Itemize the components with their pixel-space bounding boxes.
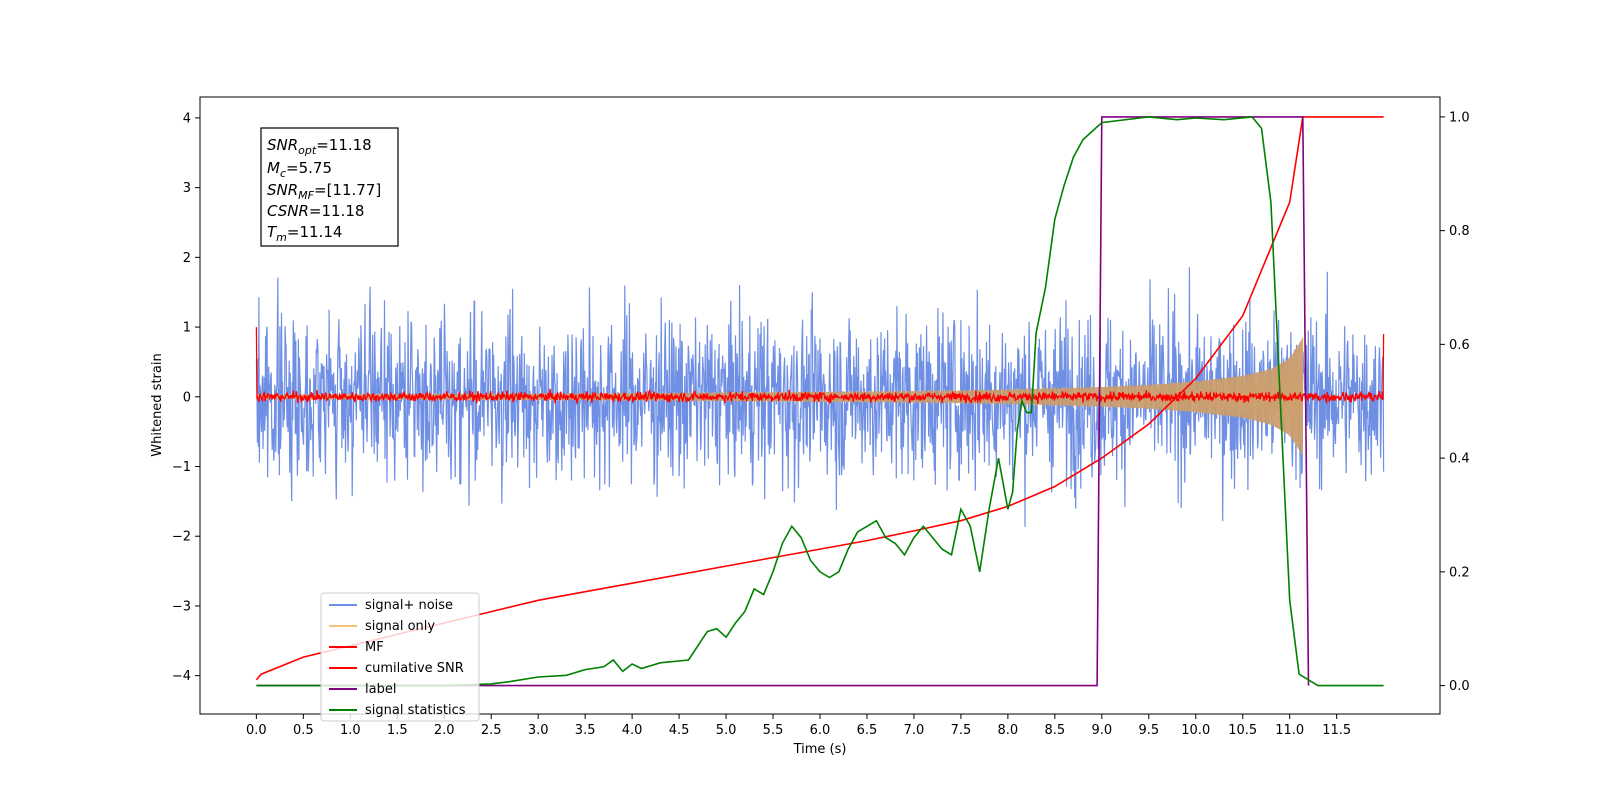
x-tick-label: 0.0 [246, 723, 267, 738]
y-tick-label: 0 [183, 390, 191, 405]
snr-opt-subscript: opt [298, 144, 317, 157]
x-tick-label: 10.0 [1181, 723, 1210, 738]
x-tick-label: 5.0 [716, 723, 737, 738]
x-tick-label: 2.0 [434, 723, 455, 738]
legend-item-label: label [329, 682, 396, 697]
tm-line: Tm=11.14 [267, 223, 342, 244]
x-tick-label: 3.5 [575, 723, 596, 738]
x-tick-label: 9.0 [1091, 723, 1112, 738]
legend-label-signal-noise: signal+ noise [365, 598, 453, 613]
legend-item-signal-statistics: signal statistics [329, 703, 466, 718]
y-tick-label: 2 [183, 251, 191, 266]
legend-item-signal-noise: signal+ noise [329, 598, 453, 613]
csnr-line: CSNR=11.18 [267, 202, 364, 220]
x-tick-label: 7.5 [951, 723, 972, 738]
x-tick-label: 3.0 [528, 723, 549, 738]
legend-label-signal-only: signal only [365, 619, 435, 634]
legend-item-cumulative-snr: cumilative SNR [329, 661, 464, 676]
x-tick-label: 0.5 [293, 723, 314, 738]
mc-value: =5.75 [286, 159, 332, 177]
y-tick-label: −2 [172, 530, 191, 545]
y2-tick-label: 0.6 [1449, 338, 1470, 353]
y2-tick-label: 0.0 [1449, 679, 1470, 694]
x-tick-label: 10.5 [1228, 723, 1257, 738]
y-tick-label: 1 [183, 321, 191, 336]
y-tick-label: 3 [183, 181, 191, 196]
snr-opt-line: SNRopt=11.18 [267, 136, 372, 157]
x-tick-label: 11.5 [1322, 723, 1351, 738]
plot-data-layer [255, 116, 1385, 687]
x-tick-label: 6.0 [810, 723, 831, 738]
y-tick-label: −4 [172, 669, 191, 684]
csnr-symbol: CSNR [267, 202, 309, 220]
mc-symbol: M [267, 159, 280, 177]
x-tick-label: 5.5 [763, 723, 784, 738]
snr-mf-symbol: SNR [267, 181, 298, 199]
tm-subscript: m [276, 231, 287, 244]
legend-label-mf: MF [365, 640, 384, 655]
x-tick-label: 4.5 [669, 723, 690, 738]
y2-tick-label: 0.8 [1449, 224, 1470, 239]
y2-tick-label: 1.0 [1449, 110, 1470, 125]
series-label [256, 116, 1310, 687]
y-axis-label: Whitened strain [150, 353, 165, 456]
x-tick-label: 1.0 [340, 723, 361, 738]
legend-label-cumulative-snr: cumilative SNR [365, 661, 464, 676]
snr-opt-symbol: SNR [267, 136, 298, 154]
mc-subscript: c [280, 167, 286, 180]
legend: signal+ noise signal only MF cumilative … [320, 592, 480, 722]
legend-label-signal-statistics: signal statistics [365, 703, 466, 718]
snr-mf-value: =[11.77] [314, 181, 381, 199]
series-signal-statistics [256, 116, 1384, 687]
x-tick-label: 2.5 [481, 723, 502, 738]
x-tick-label: 1.5 [387, 723, 408, 738]
stats-box-frame [260, 127, 399, 247]
x-tick-label: 6.5 [857, 723, 878, 738]
mc-line: Mc=5.75 [267, 159, 332, 180]
series-mf [255, 327, 1385, 405]
axes-layer: 0.0 0.5 1.0 1.5 2.0 2.5 3.0 3.5 4.0 4.5 5.0 5.5 6.0 6… [172, 110, 1470, 738]
snr-opt-value: =11.18 [316, 136, 372, 154]
y-tick-label: −3 [172, 599, 191, 614]
x-axis-label: Time (s) [793, 742, 847, 757]
x-tick-label: 9.5 [1138, 723, 1159, 738]
x-tick-label: 11.0 [1275, 723, 1304, 738]
x-tick-label: 7.0 [904, 723, 925, 738]
y2-tick-label: 0.4 [1449, 452, 1470, 467]
csnr-value: =11.18 [309, 202, 365, 220]
y-tick-label: 4 [183, 111, 191, 126]
x-tick-label: 8.0 [998, 723, 1019, 738]
y-tick-label: −1 [172, 460, 191, 475]
y2-tick-label: 0.2 [1449, 565, 1470, 580]
legend-item-signal-only: signal only [329, 619, 435, 634]
x-tick-label: 4.0 [622, 723, 643, 738]
snr-mf-subscript: MF [298, 189, 314, 202]
x-tick-label: 8.5 [1045, 723, 1066, 738]
legend-frame [320, 592, 480, 722]
legend-item-mf: MF [329, 640, 384, 655]
stats-annotation-box: SNRopt=11.18 Mc=5.75 SNRMF=[11.77] CSNR=… [260, 127, 399, 247]
tm-symbol: T [267, 223, 278, 241]
snr-mf-line: SNRMF=[11.77] [267, 181, 381, 202]
tm-value: =11.14 [287, 223, 343, 241]
legend-label-label: label [365, 682, 396, 697]
